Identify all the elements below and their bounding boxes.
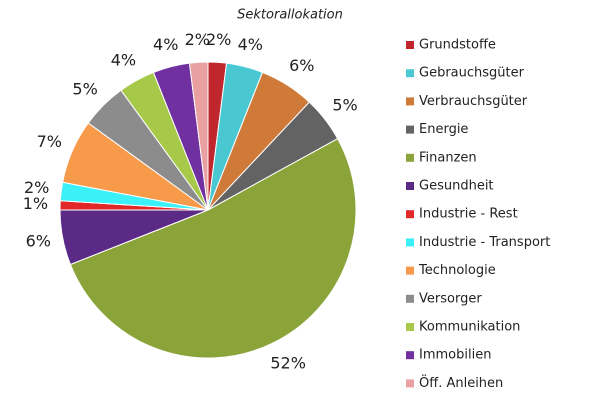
- legend-swatch: [406, 69, 414, 78]
- chart-title: Sektorallokation: [237, 8, 343, 23]
- legend-swatch: [406, 323, 414, 331]
- data-label: 4%: [238, 35, 263, 54]
- legend-label: Technologie: [418, 263, 496, 278]
- legend-label: Industrie - Rest: [419, 207, 518, 222]
- legend-swatch: [406, 41, 414, 49]
- legend-swatch: [406, 97, 414, 106]
- legend-swatch: [406, 266, 414, 275]
- data-label: 5%: [72, 79, 97, 98]
- data-label: 7%: [37, 132, 62, 151]
- legend-swatch: [406, 153, 414, 162]
- legend-label: Immobilien: [419, 348, 491, 363]
- data-label: 1%: [23, 194, 48, 213]
- legend-swatch: [406, 125, 414, 134]
- pie-slice: [188, 61, 209, 211]
- legend-swatch: [406, 238, 414, 247]
- data-label: 4%: [111, 51, 136, 70]
- legend-label: Finanzen: [419, 150, 477, 165]
- legend-label: Industrie - Transport: [419, 235, 550, 250]
- data-label: 52%: [270, 353, 306, 372]
- legend-label: Gesundheit: [419, 179, 494, 194]
- data-label: 5%: [332, 95, 357, 114]
- data-label: 2%: [185, 30, 210, 49]
- data-label: 2%: [24, 178, 49, 197]
- data-label: 6%: [26, 231, 51, 250]
- legend-swatch: [406, 182, 414, 190]
- legend-label: Grundstoffe: [419, 38, 496, 53]
- legend-label: Energie: [419, 122, 468, 137]
- data-label: 2%: [206, 30, 231, 49]
- pie-slice: [69, 138, 357, 359]
- legend-label: Öff. Anleihen: [419, 374, 503, 391]
- legend-label: Kommunikation: [419, 320, 520, 335]
- legend-swatch: [406, 379, 414, 388]
- legend-label: Verbrauchsgüter: [419, 94, 528, 109]
- data-label: 6%: [289, 56, 314, 75]
- legend-label: Versorger: [419, 291, 482, 306]
- data-label: 4%: [153, 35, 178, 54]
- legend-label: Gebrauchsgüter: [419, 66, 525, 81]
- legend-swatch: [406, 210, 414, 219]
- legend-swatch: [406, 351, 414, 360]
- legend-swatch: [406, 294, 414, 303]
